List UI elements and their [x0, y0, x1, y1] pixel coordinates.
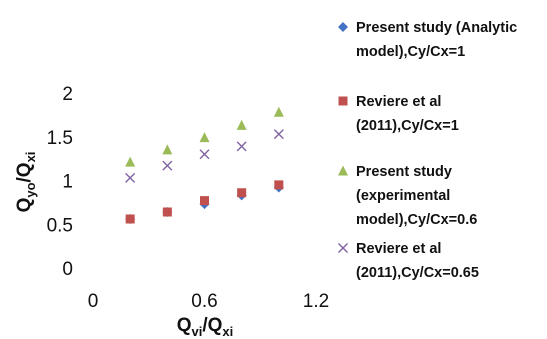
y-axis-ticks: 0 0.5 1 1.5 2 [47, 84, 73, 280]
legend-label: Present study [356, 164, 452, 180]
legend-entry-3: Present study (experimental model),Cy/Cx=0… [338, 164, 477, 228]
data-point [125, 156, 136, 167]
data-point [236, 141, 247, 152]
data-point [162, 207, 172, 217]
legend-label: (2011),Cy/Cx=1 [356, 118, 459, 134]
legend-marker [338, 96, 348, 106]
x-axis-ticks: 0 0.6 1.2 [88, 291, 330, 312]
legend-label: Reviere et al [356, 241, 441, 257]
data-point [199, 132, 210, 143]
data-point [125, 172, 136, 183]
data-point [162, 144, 173, 155]
legend-label: model),Cy/Cx=0.6 [356, 212, 477, 228]
data-point [125, 214, 135, 224]
series-3 [125, 106, 284, 167]
series-2 [125, 180, 284, 224]
data-point [199, 149, 210, 160]
data-point [162, 160, 173, 171]
y-tick-label: 1 [62, 172, 73, 193]
legend-label: Present study (Analytic [356, 20, 517, 36]
data-point [200, 196, 209, 206]
x-tick-label: 1.2 [303, 291, 329, 312]
legend-label: (experimental [356, 188, 450, 204]
data-point [273, 106, 284, 117]
data-point [273, 129, 284, 140]
legend: Present study (Analytic model),Cy/Cx=1 Rev… [338, 20, 517, 281]
legend-label: Reviere et al [356, 94, 441, 110]
legend-entry-2: Reviere et al (2011),Cy/Cx=1 [338, 94, 459, 134]
data-point [236, 119, 247, 130]
legend-entry-1: Present study (Analytic model),Cy/Cx=1 [338, 20, 517, 60]
data-points [125, 106, 284, 224]
legend-marker [338, 165, 348, 176]
data-point [237, 188, 247, 198]
y-tick-label: 0 [62, 259, 73, 280]
legend-marker [338, 22, 348, 32]
y-tick-label: 0.5 [47, 215, 73, 236]
x-axis-label: Qvi/Qxi [177, 315, 234, 339]
y-axis-label: Qyo/Qxi [14, 152, 38, 213]
y-tick-label: 1.5 [47, 128, 73, 149]
x-tick-label: 0 [88, 291, 99, 312]
legend-label: (2011),Cy/Cx=0.65 [356, 265, 479, 281]
y-tick-label: 2 [62, 84, 73, 105]
series-4 [125, 129, 284, 183]
data-point [274, 180, 284, 190]
x-tick-label: 0.6 [191, 291, 217, 312]
legend-marker [338, 243, 348, 253]
legend-label: model),Cy/Cx=1 [356, 44, 465, 60]
legend-entry-4: Reviere et al (2011),Cy/Cx=0.65 [338, 241, 479, 281]
